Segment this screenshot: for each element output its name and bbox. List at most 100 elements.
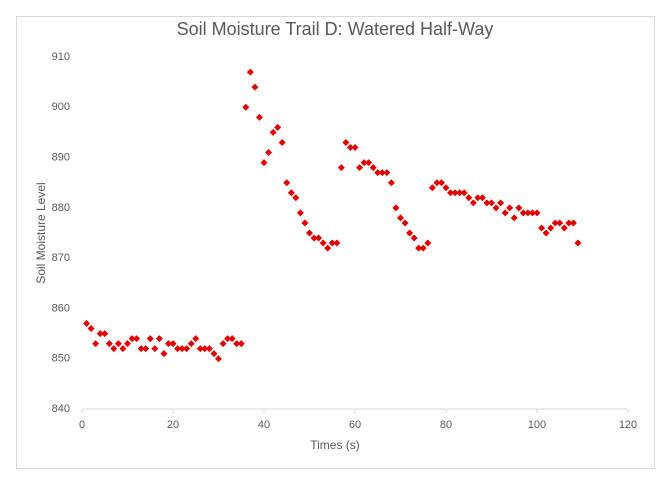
marker xyxy=(337,164,345,172)
marker xyxy=(192,335,200,343)
marker xyxy=(87,325,95,333)
marker xyxy=(96,330,104,338)
x-tick-label: 0 xyxy=(79,419,85,431)
marker xyxy=(474,194,482,202)
marker xyxy=(356,164,364,172)
x-tick-label: 100 xyxy=(528,419,546,431)
marker xyxy=(324,244,332,252)
marker xyxy=(569,219,577,227)
marker xyxy=(365,159,373,167)
marker xyxy=(501,209,509,217)
marker xyxy=(137,345,145,353)
marker xyxy=(392,204,400,212)
x-tick-label: 60 xyxy=(349,419,361,431)
marker xyxy=(478,194,486,202)
marker xyxy=(233,340,241,348)
marker xyxy=(178,345,186,353)
marker xyxy=(551,219,559,227)
marker xyxy=(424,239,432,247)
marker xyxy=(387,179,395,187)
marker xyxy=(574,239,582,247)
marker xyxy=(242,103,250,111)
marker xyxy=(374,169,382,177)
marker xyxy=(296,209,304,217)
marker xyxy=(105,340,113,348)
marker xyxy=(369,164,377,172)
marker xyxy=(146,335,154,343)
marker xyxy=(169,340,177,348)
marker xyxy=(488,199,495,207)
marker xyxy=(565,219,573,227)
marker xyxy=(460,189,468,197)
marker xyxy=(124,340,131,348)
y-tick-label: 840 xyxy=(52,403,70,415)
marker xyxy=(538,224,546,232)
y-tick-label: 880 xyxy=(52,202,70,214)
marker xyxy=(410,234,418,242)
marker xyxy=(415,244,423,252)
marker xyxy=(419,244,427,252)
marker xyxy=(251,83,259,91)
marker xyxy=(483,199,491,207)
marker xyxy=(205,345,213,353)
marker xyxy=(401,219,409,227)
marker xyxy=(110,345,118,353)
marker xyxy=(151,345,159,353)
y-tick-label: 890 xyxy=(52,151,70,163)
marker xyxy=(437,179,445,187)
marker xyxy=(433,179,441,187)
marker xyxy=(515,204,523,212)
marker xyxy=(283,179,291,187)
marker xyxy=(201,345,209,353)
marker xyxy=(346,144,354,152)
marker xyxy=(237,340,245,348)
marker xyxy=(342,138,350,146)
marker xyxy=(278,138,286,146)
marker xyxy=(506,204,514,212)
marker xyxy=(542,229,550,237)
marker xyxy=(533,209,541,217)
marker xyxy=(265,149,273,157)
marker xyxy=(174,345,182,353)
x-tick-label: 20 xyxy=(167,419,179,431)
chart-title: Soil Moisture Trail D: Watered Half-Way xyxy=(177,19,494,39)
x-tick-label: 80 xyxy=(440,419,452,431)
marker xyxy=(378,169,386,177)
marker xyxy=(260,159,268,167)
marker xyxy=(492,204,500,212)
marker xyxy=(442,184,450,192)
y-axis-label: Soil Moisture Level xyxy=(34,182,48,283)
marker xyxy=(519,209,527,217)
marker xyxy=(456,189,464,197)
marker xyxy=(160,350,168,358)
marker xyxy=(465,194,473,202)
marker xyxy=(383,169,391,177)
marker xyxy=(351,144,359,152)
marker xyxy=(128,335,136,343)
marker xyxy=(219,340,227,348)
x-axis-label: Times (s) xyxy=(310,438,360,452)
marker xyxy=(224,335,232,343)
marker xyxy=(310,234,318,242)
y-tick-label: 900 xyxy=(52,101,70,113)
marker xyxy=(164,340,172,348)
y-tick-label: 910 xyxy=(52,51,70,63)
marker xyxy=(269,128,277,136)
marker xyxy=(397,214,404,222)
marker xyxy=(406,229,414,237)
marker xyxy=(119,345,127,353)
marker xyxy=(228,335,236,343)
y-tick-label: 870 xyxy=(52,252,70,264)
marker xyxy=(274,123,282,131)
marker xyxy=(114,340,122,348)
marker xyxy=(183,345,191,353)
marker xyxy=(560,224,568,232)
marker xyxy=(315,234,323,242)
marker xyxy=(328,239,336,247)
marker xyxy=(333,239,341,247)
marker xyxy=(155,335,163,343)
x-tick-label: 120 xyxy=(619,419,637,431)
marker xyxy=(360,159,368,167)
marker xyxy=(306,229,313,237)
marker xyxy=(187,340,195,348)
